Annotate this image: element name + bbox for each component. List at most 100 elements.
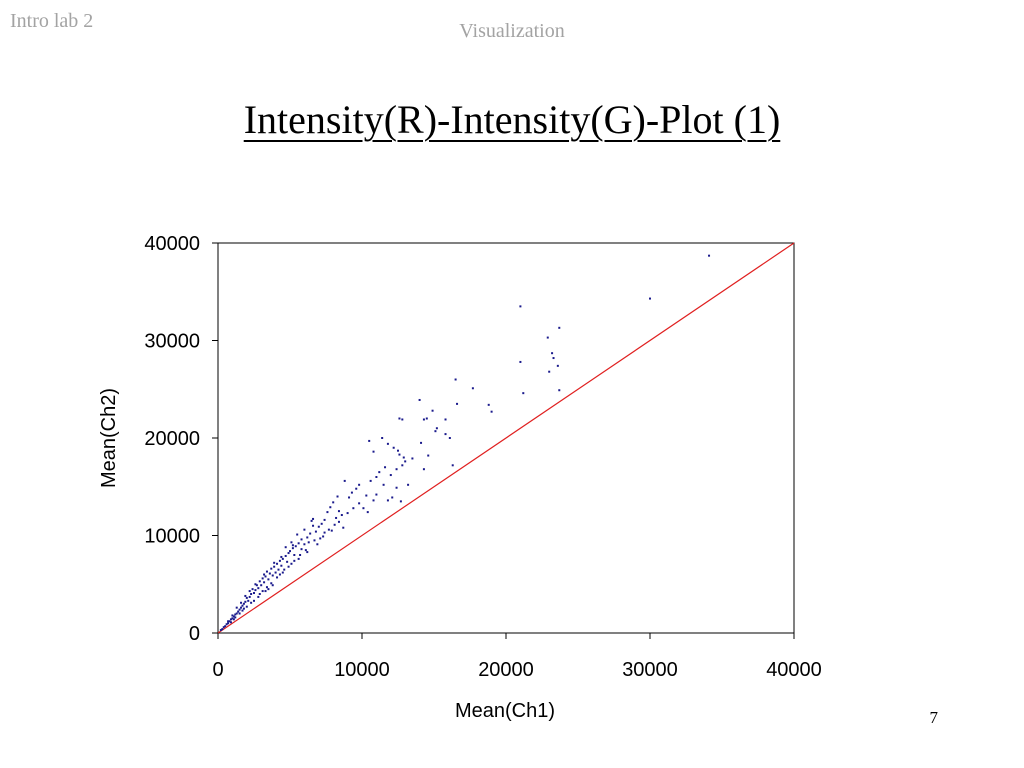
data-point bbox=[346, 512, 349, 515]
data-point bbox=[240, 606, 243, 609]
data-point bbox=[471, 387, 474, 390]
data-point bbox=[293, 554, 296, 556]
data-point bbox=[434, 430, 437, 433]
data-point bbox=[401, 418, 404, 421]
data-point bbox=[253, 592, 255, 595]
data-point bbox=[271, 584, 274, 587]
data-point bbox=[307, 541, 310, 544]
data-point bbox=[392, 446, 395, 449]
data-point bbox=[309, 532, 312, 535]
data-point bbox=[242, 602, 245, 605]
data-point bbox=[241, 609, 244, 612]
data-point bbox=[332, 501, 335, 504]
data-point bbox=[277, 568, 280, 571]
y-tick-label: 10000 bbox=[144, 526, 200, 548]
y-axis-label: Mean(Ch2) bbox=[98, 388, 120, 488]
data-point bbox=[407, 483, 410, 486]
data-point bbox=[313, 539, 316, 542]
data-point bbox=[366, 511, 369, 514]
y-tick-label: 20000 bbox=[144, 428, 200, 450]
data-point bbox=[546, 336, 549, 339]
data-point bbox=[224, 625, 227, 628]
x-tick-label: 20000 bbox=[478, 659, 534, 681]
data-point bbox=[273, 561, 276, 564]
data-point bbox=[391, 496, 394, 499]
data-point bbox=[336, 495, 339, 498]
x-tick-label: 40000 bbox=[766, 659, 822, 681]
data-point bbox=[333, 523, 336, 526]
page-number: 7 bbox=[929, 708, 939, 727]
data-point bbox=[399, 500, 402, 503]
data-point bbox=[244, 594, 247, 597]
data-point bbox=[254, 589, 257, 592]
data-point bbox=[297, 557, 300, 560]
data-point bbox=[247, 599, 250, 602]
data-point bbox=[281, 557, 284, 560]
data-point bbox=[242, 607, 245, 610]
data-point bbox=[240, 601, 243, 604]
data-point bbox=[418, 398, 421, 401]
data-point bbox=[238, 612, 241, 615]
data-point bbox=[386, 499, 389, 502]
data-point bbox=[222, 626, 225, 629]
data-point bbox=[231, 614, 234, 617]
data-point bbox=[369, 479, 372, 482]
data-point bbox=[454, 378, 457, 381]
data-point bbox=[401, 464, 404, 467]
data-point bbox=[245, 596, 248, 599]
data-point bbox=[235, 612, 238, 615]
data-point bbox=[300, 548, 303, 551]
data-point bbox=[304, 549, 307, 552]
data-point bbox=[264, 590, 267, 593]
data-point bbox=[231, 617, 234, 620]
data-point bbox=[267, 588, 270, 591]
data-point bbox=[444, 418, 447, 421]
reference-line-layer bbox=[217, 242, 795, 634]
data-point bbox=[404, 460, 407, 463]
data-point bbox=[254, 583, 257, 586]
data-point bbox=[329, 506, 332, 509]
x-tick-label: 30000 bbox=[622, 659, 678, 681]
data-point bbox=[552, 357, 555, 360]
data-point bbox=[270, 567, 273, 570]
data-point bbox=[289, 550, 291, 553]
data-point bbox=[284, 554, 287, 557]
section-label: Visualization bbox=[459, 20, 565, 42]
data-point bbox=[420, 441, 423, 444]
data-point bbox=[244, 600, 247, 603]
data-point bbox=[372, 499, 375, 502]
data-point bbox=[310, 519, 313, 522]
ticks-layer: 0 10000 20000 30000 40000 0 10000 20000 30000 400… bbox=[144, 233, 821, 681]
slide-title: Intensity(R)-Intensity(G)-Plot (1) bbox=[243, 97, 781, 142]
data-point bbox=[337, 520, 340, 523]
data-point bbox=[248, 595, 251, 598]
data-point bbox=[263, 581, 266, 584]
data-point bbox=[273, 565, 276, 568]
data-point bbox=[340, 514, 343, 517]
data-point bbox=[291, 547, 294, 550]
data-point bbox=[522, 392, 525, 395]
data-point bbox=[490, 410, 493, 413]
data-point bbox=[234, 613, 237, 616]
data-point bbox=[322, 535, 325, 538]
data-point bbox=[290, 541, 293, 544]
data-point bbox=[257, 595, 260, 598]
data-point bbox=[299, 554, 302, 556]
data-point bbox=[384, 466, 387, 469]
data-point bbox=[548, 370, 551, 373]
data-point bbox=[326, 511, 329, 514]
x-tick-label: 0 bbox=[212, 659, 223, 681]
y-tick-label: 30000 bbox=[144, 331, 200, 353]
data-point bbox=[280, 555, 283, 558]
y-tick-label: 0 bbox=[189, 623, 200, 645]
data-point bbox=[330, 529, 333, 532]
data-point bbox=[268, 572, 271, 575]
data-point bbox=[343, 479, 346, 482]
data-point bbox=[365, 494, 368, 497]
data-point bbox=[427, 454, 430, 457]
data-point bbox=[378, 471, 381, 474]
data-point bbox=[411, 457, 414, 460]
data-point bbox=[251, 588, 254, 591]
data-point bbox=[250, 593, 253, 595]
data-point bbox=[253, 599, 255, 602]
